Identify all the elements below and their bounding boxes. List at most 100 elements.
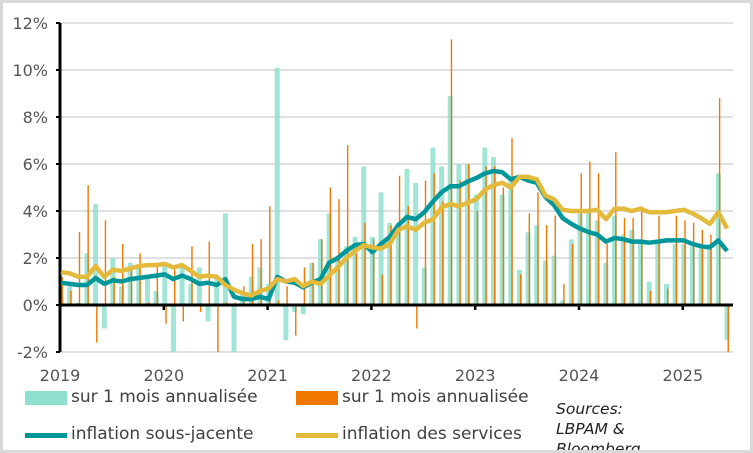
bar-monthly-orange [623,218,626,305]
legend-label-core-inflation: inflation sous-jacente [71,424,254,444]
bar-monthly-orange [606,243,608,305]
bar-monthly-orange [416,305,418,329]
bar-monthly-orange [173,269,176,305]
bar-monthly-orange [545,225,548,305]
bar-monthly-orange [537,192,539,305]
bar-monthly-orange [286,286,288,305]
bar-monthly-orange [675,215,678,305]
bar-monthly-orange [260,239,262,305]
bar-monthly-teal [274,67,280,306]
bar-monthly-orange [476,211,479,305]
y-tick-label: -2% [17,343,48,362]
bar-monthly-orange [615,152,617,305]
bar-monthly-orange [87,185,89,305]
bar-monthly-teal [101,305,107,329]
bar-monthly-orange [632,218,634,305]
legend-swatch-monthly-orange [296,391,338,405]
bar-monthly-orange [165,305,167,324]
bar-monthly-teal [413,182,419,305]
bar-monthly-orange [338,199,340,305]
bar-monthly-orange [468,164,470,305]
bar-monthly-orange [329,187,332,305]
line-services-inflation [60,174,730,298]
bar-monthly-orange [649,290,652,305]
bar-monthly-orange [217,305,219,352]
x-tick-label: 2020 [143,366,184,385]
legend-label-monthly-orange: sur 1 mois annualisée [342,387,529,407]
bar-monthly-orange [667,288,669,305]
bar-monthly-orange [450,39,453,305]
bar-monthly-orange [70,290,72,305]
bar-monthly-orange [96,305,98,343]
y-tick-label: 4% [23,202,48,221]
legend-label-services-inflation: inflation des services [342,424,522,444]
x-tick-label: 2023 [455,366,496,385]
bar-monthly-teal [300,305,306,315]
bar-monthly-orange [511,138,513,305]
bar-monthly-teal [93,203,99,305]
y-tick-label: 2% [23,249,48,268]
bar-monthly-orange [104,220,107,305]
x-tick-label: 2024 [559,366,600,385]
bar-monthly-orange [563,283,565,305]
chart-plot: -2% 0% 2% 4% 6% 8% 10% 12% 2019 2020 2021 2022 2023 2… [12,14,733,385]
bar-monthly-orange [442,201,444,305]
bar-monthly-teal [205,305,211,322]
bar-monthly-orange [191,246,193,305]
bar-monthly-orange [485,166,487,305]
bar-monthly-orange [597,173,600,305]
legend-swatch-core-inflation [25,433,67,438]
x-tick-label: 2019 [40,366,81,385]
bar-monthly-orange [390,225,392,305]
bar-monthly-orange [355,253,357,305]
bar-monthly-orange [122,243,124,305]
bar-monthly-orange [130,269,133,305]
y-tick-label: 8% [23,108,48,127]
legend-swatch-monthly-teal [25,391,67,405]
bar-monthly-orange [718,98,721,305]
bar-monthly-orange [364,222,366,305]
bar-monthly-orange [692,222,695,305]
source-note: Sources: LBPAM & Bloomberg [556,400,641,453]
bar-monthly-orange [684,220,686,305]
bar-monthly-orange [494,166,496,305]
bar-monthly-orange [407,206,409,305]
y-tick-label: 12% [12,14,48,33]
y-tick-label: 0% [23,296,48,315]
bar-monthly-orange [519,274,522,305]
bar-monthly-orange [433,173,435,305]
bar-monthly-orange [381,274,383,305]
bar-monthly-orange [554,215,556,305]
bar-monthly-teal [222,213,228,305]
x-tick-label: 2021 [247,366,288,385]
legend-swatch-services-inflation [296,433,338,438]
bar-monthly-orange [571,243,574,305]
bar-monthly-orange [372,239,375,305]
bar-monthly-orange [78,232,81,305]
y-tick-label: 6% [23,155,48,174]
bar-monthly-teal [170,305,176,352]
bar-monthly-orange [346,145,349,305]
bar-monthly-orange [502,187,505,305]
y-tick-label: 10% [12,61,48,80]
bar-monthly-orange [701,229,703,305]
bar-monthly-orange [61,276,63,305]
bar-monthly-orange [528,213,530,305]
bar-monthly-teal [179,267,185,305]
legend-label-monthly-teal: sur 1 mois annualisée [71,387,258,407]
bar-monthly-orange [156,262,159,305]
bar-monthly-orange [658,215,660,305]
bar-monthly-orange [199,305,202,313]
bar-monthly-orange [295,305,297,336]
bar-monthly-orange [182,305,184,322]
bar-monthly-teal [162,265,168,305]
bar-monthly-orange [710,234,712,305]
bar-monthly-orange [580,173,582,305]
x-tick-label: 2025 [662,366,703,385]
bar-monthly-orange [269,206,271,305]
x-tick-label: 2022 [351,366,392,385]
bar-monthly-teal [231,305,237,352]
bar-monthly-orange [424,180,427,305]
bar-monthly-teal [145,274,150,305]
